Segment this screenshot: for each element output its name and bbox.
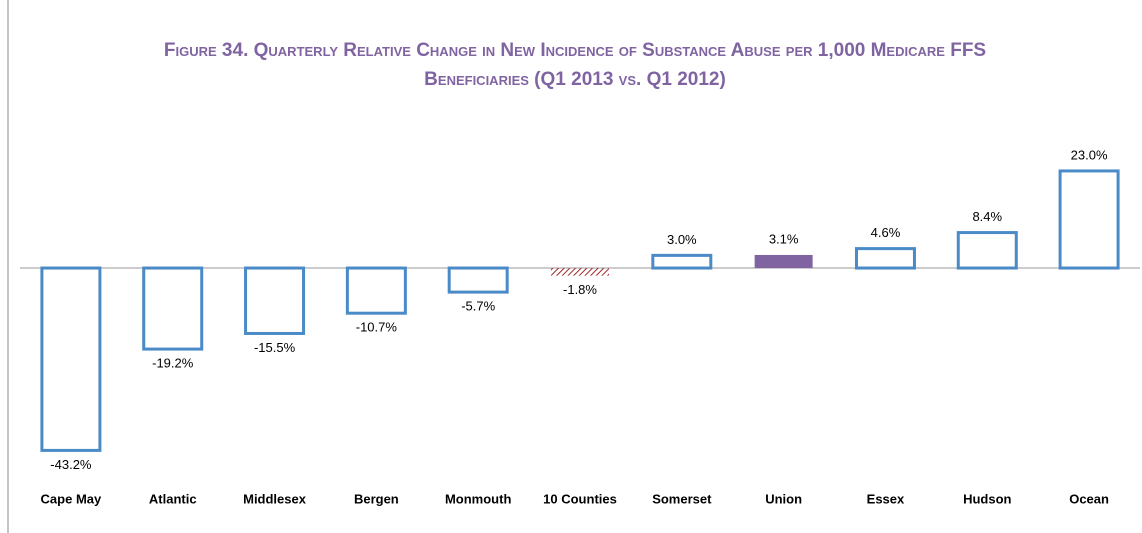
data-label: 3.0%: [667, 232, 697, 247]
bar: [551, 268, 609, 276]
bar: [854, 247, 916, 270]
bar: [447, 266, 509, 294]
x-tick-label: Cape May: [41, 491, 102, 506]
x-tick-label: Middlesex: [243, 491, 307, 506]
data-label: 23.0%: [1071, 147, 1108, 162]
data-label: 8.4%: [972, 209, 1002, 224]
x-tick-label: Essex: [867, 491, 905, 506]
x-tick-label: Ocean: [1069, 491, 1109, 506]
bar: [754, 254, 813, 269]
data-label: -1.8%: [563, 282, 597, 297]
data-label: -19.2%: [152, 356, 194, 371]
data-label: -15.5%: [254, 340, 296, 355]
data-label: -5.7%: [461, 299, 495, 314]
data-label: 4.6%: [871, 225, 901, 240]
bar: [1058, 169, 1120, 270]
bar: [651, 253, 713, 270]
x-tick-label: Bergen: [354, 491, 399, 506]
x-tick-label: Union: [765, 491, 802, 506]
x-tick-label: Hudson: [963, 491, 1011, 506]
chart-title: Figure 34. Quarterly Relative Change in …: [163, 40, 987, 90]
data-label: 3.1%: [769, 231, 799, 246]
bar: [40, 266, 102, 452]
x-tick-label: Monmouth: [445, 491, 511, 506]
x-tick-label: Somerset: [652, 491, 712, 506]
data-label: -43.2%: [50, 457, 92, 472]
x-tick-label: 10 Counties: [543, 491, 617, 506]
bar: [142, 266, 204, 351]
bar: [345, 266, 407, 315]
bar: [956, 231, 1018, 270]
data-label: -10.7%: [356, 320, 398, 335]
bar: [244, 266, 306, 335]
x-tick-label: Atlantic: [149, 491, 197, 506]
